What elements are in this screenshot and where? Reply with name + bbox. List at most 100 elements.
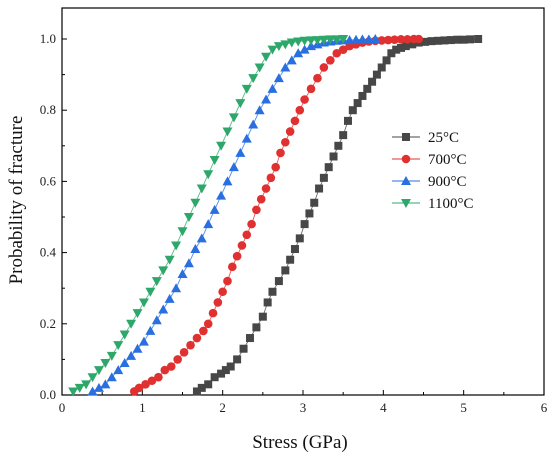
data-point [313,73,322,83]
legend-marker [401,199,411,208]
data-point [222,127,233,137]
data-point [164,255,175,265]
data-point [203,219,214,229]
data-point [228,262,237,272]
data-point [126,319,137,329]
data-point [427,37,436,46]
data-point [248,119,259,129]
data-point [196,184,207,194]
data-point [166,362,176,371]
data-point [126,350,137,360]
data-point [164,293,175,303]
x-tick-label: 5 [460,400,467,415]
data-point [221,366,230,375]
x-tick-label: 3 [300,400,307,415]
data-point [261,52,272,62]
data-point [100,379,111,389]
data-point [276,148,285,158]
data-point [151,315,162,325]
data-point [312,36,323,46]
data-point [293,48,304,58]
legend-marker [402,133,410,141]
data-point [263,298,272,307]
data-point [186,340,195,350]
data-point [401,42,410,51]
data-point [286,55,297,65]
data-point [370,34,381,43]
data-point [280,62,291,72]
data-point [247,219,256,229]
data-point [119,330,130,340]
data-point [382,56,391,65]
data-point [235,99,246,109]
data-point [87,386,98,396]
series-1 [192,35,483,396]
data-point [331,35,342,45]
data-point [208,308,218,318]
data-point [145,325,156,335]
axis-ticks: 0 1 2 3 4 5 6 0.0 0.2 0.4 0.6 0.8 1.0 [40,31,548,415]
data-point [203,170,214,180]
data-point [138,298,149,308]
data-point [319,63,329,72]
data-point [134,383,144,393]
data-point [286,38,297,48]
data-point [392,45,401,54]
data-point [295,105,305,115]
data-point [196,233,207,243]
data-point [295,234,304,243]
data-point [138,336,149,346]
y-axis-title: Probability of fracture [6,116,27,285]
data-point [281,137,290,147]
series-layer [68,34,483,397]
data-point [258,312,267,321]
data-point [396,35,406,44]
data-point [93,366,104,376]
data-point [357,34,368,44]
data-point [383,35,393,45]
data-point [273,42,284,52]
x-tick-label: 1 [139,400,146,415]
data-point [81,380,92,390]
y-tick-label: 0.0 [40,387,56,402]
data-point [310,198,319,207]
legend: 25°C 700°C 900°C 1100°C [392,130,473,212]
data-point [329,152,338,161]
data-point [339,131,348,140]
data-point [348,106,357,115]
data-point [403,35,412,44]
x-axis-title: Stress (GPa) [252,432,348,453]
data-point [216,141,227,151]
data-point [267,83,278,93]
legend-label: 700°C [428,152,467,168]
data-point [252,323,261,332]
data-point [222,176,233,186]
data-point [290,245,299,254]
data-point [299,36,310,46]
data-point [273,73,284,83]
data-point [228,162,239,172]
data-point [334,141,343,150]
series-2 [130,34,423,396]
data-point [158,266,169,276]
data-point [433,36,442,45]
data-point [281,266,290,275]
data-point [368,77,377,86]
x-tick-label: 4 [380,400,387,415]
data-point [377,63,386,72]
data-point [177,268,188,278]
data-point [290,116,300,126]
y-tick-label: 0.6 [40,173,57,188]
data-point [216,190,227,200]
data-point [241,133,252,143]
x-tick-label: 6 [541,400,548,415]
data-point [474,35,483,43]
data-point [218,287,227,297]
data-point [256,194,266,204]
data-point [372,70,381,79]
legend-marker [401,154,411,164]
data-point [190,244,201,254]
data-point [241,84,252,94]
legend-marker [401,176,411,185]
